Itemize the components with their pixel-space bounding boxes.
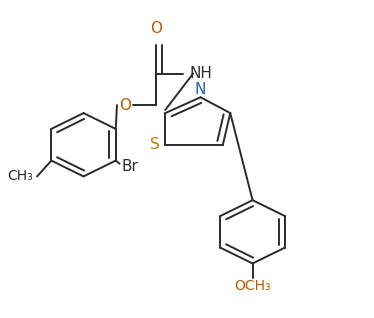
Text: O: O xyxy=(150,21,162,36)
Text: N: N xyxy=(195,82,206,97)
Text: O: O xyxy=(119,98,131,113)
Text: S: S xyxy=(150,137,160,152)
Text: Br: Br xyxy=(122,159,138,174)
Text: OCH₃: OCH₃ xyxy=(234,279,271,293)
Text: CH₃: CH₃ xyxy=(7,169,33,183)
Text: NH: NH xyxy=(189,66,212,81)
